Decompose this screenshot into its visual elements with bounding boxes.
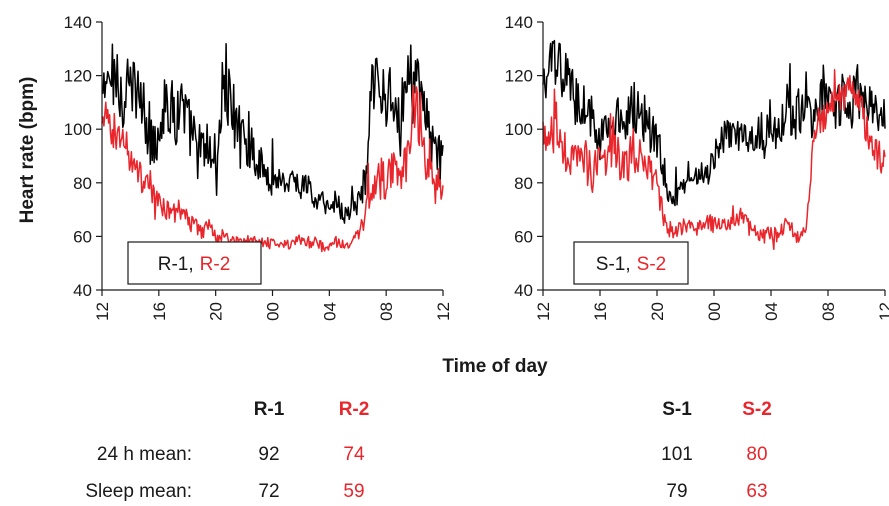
x-ticks-S: 12 16 20 00 04 08 12	[534, 290, 889, 321]
legend-sep-R: ,	[188, 254, 193, 275]
legend-sep-S: ,	[625, 254, 630, 275]
legend-label-R-1: R-1	[158, 254, 189, 275]
x-axis-title: Time of day	[442, 356, 548, 377]
y-tick-label-R-40: 40	[73, 281, 92, 300]
panel-S: 40 60 80 100 120 140 12 16 20 00 04 08 12 S-1, S-2	[505, 13, 889, 321]
summary-header-S-1: S-1	[662, 399, 692, 420]
summary-header-R-2: R-2	[339, 399, 370, 420]
legend-box-R	[127, 241, 262, 285]
series-line-S-1	[542, 39, 886, 207]
y-tick-label-S-80: 80	[514, 174, 533, 193]
y-tick-label-S-40: 40	[514, 281, 533, 300]
x-tick-label-R-5: 08	[377, 302, 396, 321]
plot-area-S	[542, 39, 886, 251]
y-tick-label-S-140: 140	[505, 13, 533, 32]
summary-row-label-24h: 24 h mean:	[97, 444, 192, 465]
legend-box-S	[573, 241, 689, 285]
y-tick-label-R-140: 140	[64, 13, 92, 32]
legend-text-R: R-1, R-2	[158, 254, 231, 275]
y-tick-label-S-120: 120	[505, 67, 533, 86]
x-tick-label-R-0: 12	[93, 302, 112, 321]
y-tick-label-R-120: 120	[64, 67, 92, 86]
legend-label-S-1: S-1	[596, 254, 626, 275]
x-tick-label-S-6: 12	[876, 302, 889, 321]
legend-label-S-2: S-2	[637, 254, 667, 275]
x-tick-label-S-2: 20	[648, 302, 667, 321]
x-tick-label-R-2: 20	[207, 302, 226, 321]
summary-R-1-sleep: 72	[258, 481, 279, 502]
y-tick-label-S-100: 100	[505, 120, 533, 139]
x-tick-label-S-5: 08	[819, 302, 838, 321]
y-ticks-R: 40 60 80 100 120 140	[64, 13, 102, 300]
x-tick-label-S-4: 04	[762, 302, 781, 321]
summary-S-1-sleep: 79	[666, 481, 687, 502]
x-tick-label-R-4: 04	[320, 302, 339, 321]
y-tick-label-R-100: 100	[64, 120, 92, 139]
series-line-R-2	[101, 84, 444, 253]
x-tick-label-R-1: 16	[150, 302, 169, 321]
x-ticks-R: 12 16 20 00 04 08 12	[93, 290, 453, 321]
summary-S-2-mean: 80	[746, 444, 767, 465]
panel-R: 40 60 80 100 120 140 12 16 20 00 04 08 12 R-1, R-2	[64, 13, 453, 321]
summary-S-1-mean: 101	[661, 444, 693, 465]
summary-header-R-1: R-1	[254, 399, 285, 420]
summary-header-S-2: S-2	[742, 399, 772, 420]
x-tick-label-S-3: 00	[705, 302, 724, 321]
summary-row-label-sleep: Sleep mean:	[85, 481, 192, 502]
summary-S-2-sleep: 63	[746, 481, 767, 502]
legend-label-R-2: R-2	[200, 254, 231, 275]
summary-table: R-1 R-2 S-1 S-2 24 h mean: 92 74 101 80 …	[85, 399, 771, 502]
y-tick-label-R-80: 80	[73, 174, 92, 193]
x-tick-label-R-3: 00	[264, 302, 283, 321]
y-axis-title: Heart rate (bpm)	[17, 77, 38, 224]
x-tick-label-R-6: 12	[434, 302, 453, 321]
y-ticks-S: 40 60 80 100 120 140	[505, 13, 543, 300]
summary-R-2-mean: 74	[343, 444, 365, 465]
x-tick-label-S-0: 12	[534, 302, 553, 321]
y-tick-label-R-60: 60	[73, 227, 92, 246]
legend-S: S-1, S-2	[573, 241, 689, 285]
x-tick-label-S-1: 16	[591, 302, 610, 321]
y-tick-label-S-60: 60	[514, 227, 533, 246]
summary-R-2-sleep: 59	[343, 481, 364, 502]
series-line-R-1	[101, 43, 444, 224]
legend-text-S: S-1, S-2	[596, 254, 666, 275]
legend-R: R-1, R-2	[127, 241, 262, 285]
series-line-S-2	[542, 69, 886, 251]
summary-R-1-mean: 92	[258, 444, 279, 465]
plot-area-R	[101, 43, 444, 253]
